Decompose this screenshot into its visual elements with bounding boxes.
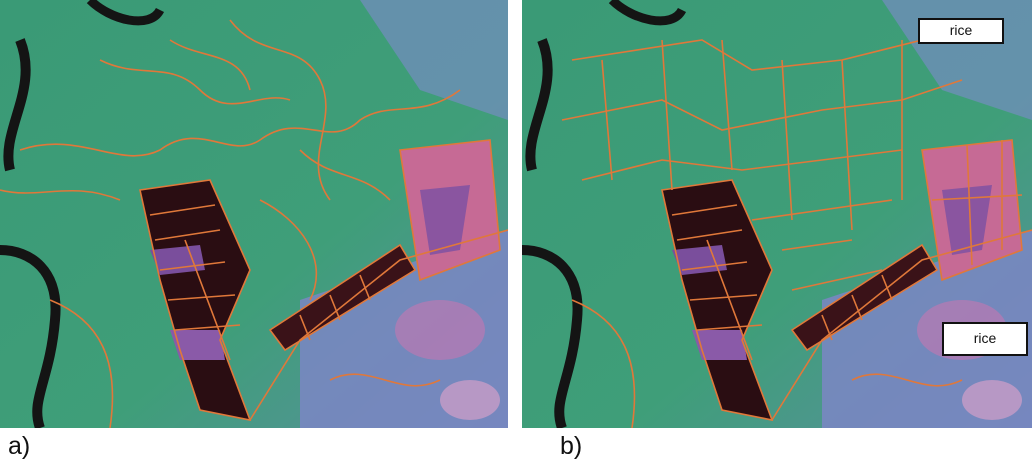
panel-label-b: b) <box>560 432 583 460</box>
rice-annotation-top: rice <box>918 18 1004 44</box>
rice-annotation-bottom: rice <box>942 322 1028 356</box>
satellite-image-a <box>0 0 508 428</box>
panel-label-a: a) <box>8 432 31 460</box>
satellite-image-b <box>522 0 1032 428</box>
